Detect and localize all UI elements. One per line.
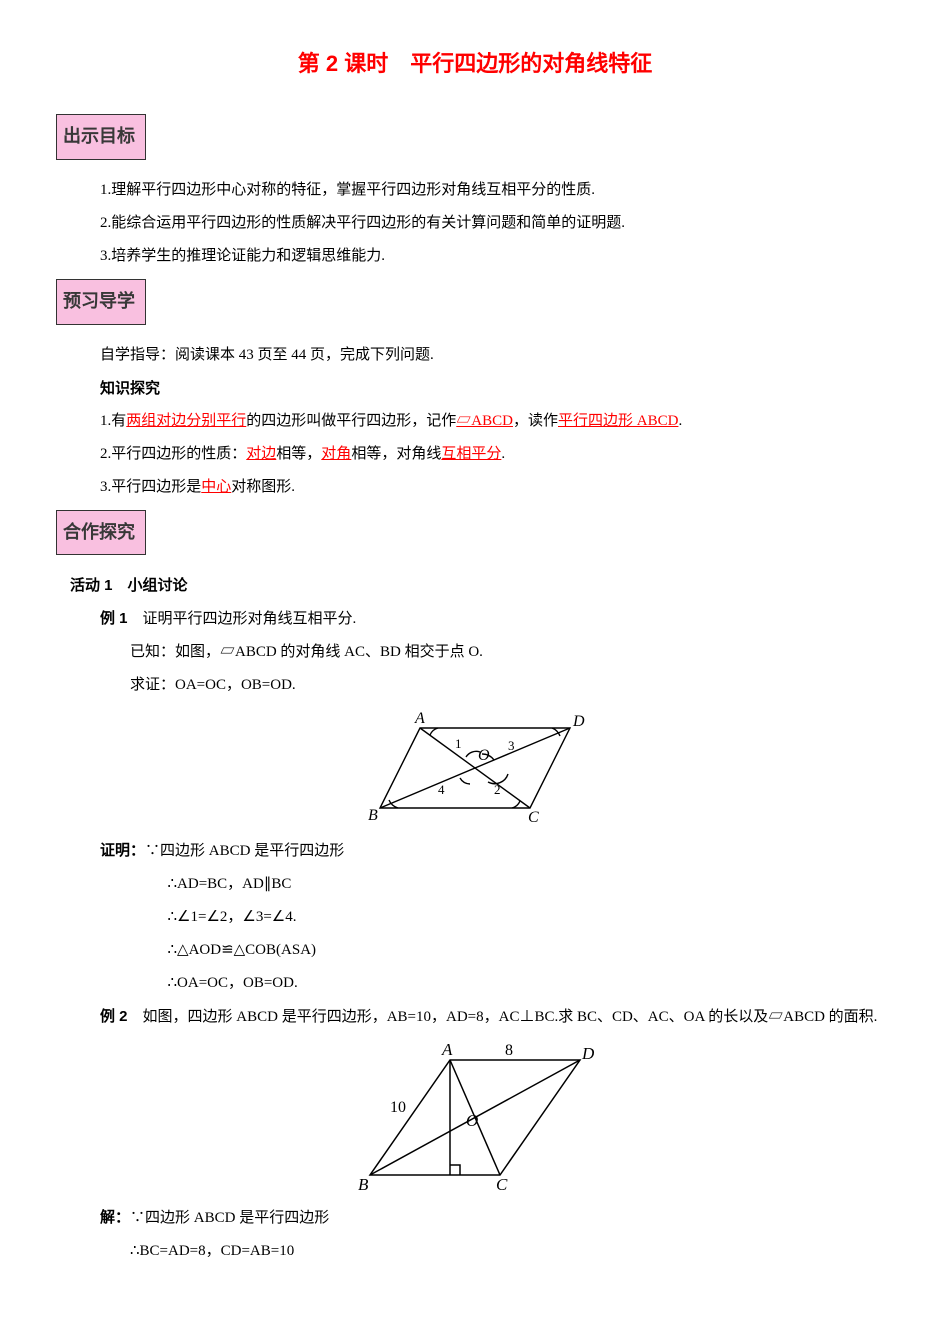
knowledge-point-2: 2.平行四边形的性质：对边相等，对角相等，对角线互相平分. [70,438,880,471]
k3-p1: 3.平行四边形是 [100,479,201,495]
fig2-label-b: B [358,1175,369,1194]
fig2-label-d: D [581,1044,595,1063]
sol2-label: 解： [100,1209,130,1226]
k1-a3: 平行四边形 ABCD [558,413,678,429]
goal-2: 2.能综合运用平行四边形的性质解决平行四边形的有关计算问题和简单的证明题. [70,207,880,240]
fig1-angle-4: 4 [438,782,445,797]
fig2-label-o: O [466,1111,478,1130]
k2-p2: 相等， [276,446,321,462]
example-2: 例 2 如图，四边形 ABCD 是平行四边形，AB=10，AD=8，AC⊥BC.… [70,1000,880,1034]
section-header-preview: 预习导学 [56,279,146,325]
knowledge-explore-heading: 知识探究 [70,372,880,405]
proof1-line3: ∴∠1=∠2，∠3=∠4. [70,901,880,934]
section-header-coop: 合作探究 [56,510,146,556]
k1-p3: ，读作 [513,413,558,429]
figure-parallelogram-2: A D B C O 8 10 [350,1040,600,1195]
k2-a1: 对边 [246,446,276,462]
fig1-label-o: O [478,747,490,764]
fig2-label-a: A [441,1040,453,1059]
proof1-label: 证明： [100,842,145,859]
fig1-label-d: D [572,713,585,730]
page-title: 第 2 课时 平行四边形的对角线特征 [70,40,880,88]
knowledge-point-1: 1.有两组对边分别平行的四边形叫做平行四边形，记作▱ABCD，读作平行四边形 A… [70,405,880,438]
k3-a1: 中心 [201,479,231,495]
self-study-guide: 自学指导：阅读课本 43 页至 44 页，完成下列问题. [70,339,880,372]
proof1-l1b: ∵四边形 ABCD 是平行四边形 [145,843,344,859]
example-1-given: 已知：如图，▱ABCD 的对角线 AC、BD 相交于点 O. [70,636,880,669]
fig2-edge-top: 8 [505,1042,513,1059]
sol2-l1b: ∵四边形 ABCD 是平行四边形 [130,1210,329,1226]
fig1-label-c: C [528,809,539,826]
activity-1-title: 活动 1 小组讨论 [70,569,880,602]
k3-p2: 对称图形. [231,479,295,495]
fig2-label-c: C [496,1175,508,1194]
example-2-label: 例 2 [100,1008,128,1025]
example-1: 例 1 证明平行四边形对角线互相平分. [70,602,880,636]
k1-p4: . [678,413,682,429]
k2-a2: 对角 [321,446,351,462]
example-2-text: 如图，四边形 ABCD 是平行四边形，AB=10，AD=8，AC⊥BC.求 BC… [128,1009,878,1025]
k1-p1: 1.有 [100,413,126,429]
fig1-angle-1: 1 [455,736,462,751]
k1-p2: 的四边形叫做平行四边形，记作 [246,413,456,429]
example-1-text: 证明平行四边形对角线互相平分. [128,611,357,627]
k2-p1: 2.平行四边形的性质： [100,446,246,462]
fig1-angle-3: 3 [508,738,515,753]
proof1-line5: ∴OA=OC，OB=OD. [70,967,880,1000]
proof1-line1: 证明：∵四边形 ABCD 是平行四边形 [70,834,880,868]
knowledge-point-3: 3.平行四边形是中心对称图形. [70,471,880,504]
sol2-line2: ∴BC=AD=8，CD=AB=10 [70,1235,880,1268]
proof1-line4: ∴△AOD≌△COB(ASA) [70,934,880,967]
fig1-angle-2: 2 [494,782,501,797]
goal-3: 3.培养学生的推理论证能力和逻辑思维能力. [70,240,880,273]
k2-p3: 相等，对角线 [351,446,441,462]
example-1-prove: 求证：OA=OC，OB=OD. [70,669,880,702]
fig1-label-a: A [414,710,425,727]
section-header-goals: 出示目标 [56,114,146,160]
k1-a1: 两组对边分别平行 [126,413,246,429]
sol2-line1: 解：∵四边形 ABCD 是平行四边形 [70,1201,880,1235]
proof1-line2: ∴AD=BC，AD∥BC [70,868,880,901]
k2-a3: 互相平分 [441,446,501,462]
fig2-edge-left: 10 [390,1099,406,1116]
example-1-label: 例 1 [100,610,128,627]
k2-p4: . [501,446,505,462]
figure-parallelogram-1: A D B C O 1 3 2 4 [360,708,590,828]
k1-a2: ▱ABCD [456,413,513,429]
goal-1: 1.理解平行四边形中心对称的特征，掌握平行四边形对角线互相平分的性质. [70,174,880,207]
fig1-label-b: B [368,807,378,824]
